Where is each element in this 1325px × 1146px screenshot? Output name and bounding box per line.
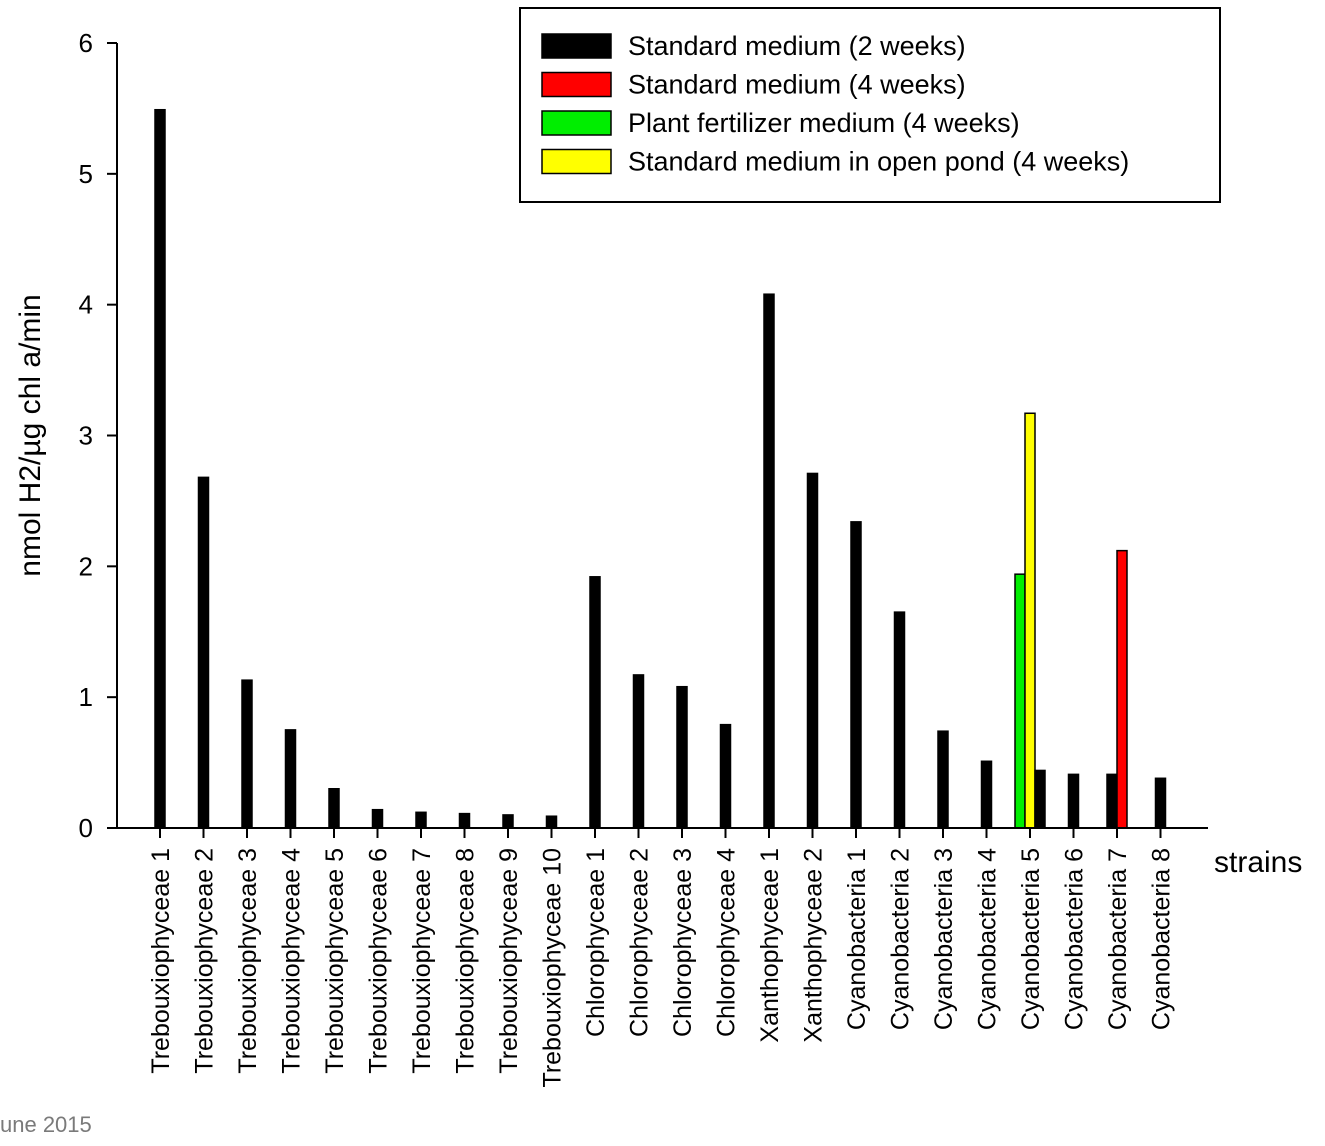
bar xyxy=(371,808,384,829)
y-tick-label: 6 xyxy=(79,28,93,58)
y-tick-label: 1 xyxy=(79,682,93,712)
bar xyxy=(1014,573,1026,829)
bar xyxy=(937,730,949,829)
legend: Standard medium (2 weeks) Standard medium… xyxy=(519,7,1221,203)
x-category-label: Trebouxiophyceae 2 xyxy=(191,848,219,1074)
bar xyxy=(719,723,732,829)
bar xyxy=(806,472,819,829)
x-category-label: Chlorophyceae 1 xyxy=(582,848,610,1037)
x-category-label: Xanthophyceae 2 xyxy=(800,848,828,1043)
y-tick-label: 4 xyxy=(79,290,93,320)
x-category-label: Trebouxiophyceae 9 xyxy=(495,848,523,1074)
bar xyxy=(1154,777,1167,829)
x-category-label: Xanthophyceae 1 xyxy=(756,848,784,1043)
x-category-label: Trebouxiophyceae 8 xyxy=(452,848,480,1074)
x-category-label: Cyanobacteria 4 xyxy=(974,848,1002,1030)
x-category-label: Chlorophyceae 2 xyxy=(626,848,654,1037)
bar xyxy=(545,815,558,829)
bar xyxy=(632,674,645,829)
bar xyxy=(458,812,471,829)
x-category-label: Trebouxiophyceae 1 xyxy=(147,848,175,1074)
bar xyxy=(241,679,253,829)
y-tick-label: 3 xyxy=(79,421,93,451)
bar xyxy=(589,576,601,829)
legend-label: Standard medium (4 weeks) xyxy=(628,70,966,100)
x-category-label: Cyanobacteria 7 xyxy=(1104,848,1132,1030)
legend-label: Standard medium in open pond (4 weeks) xyxy=(628,147,1129,177)
x-category-label: Trebouxiophyceae 4 xyxy=(278,848,306,1074)
x-category-label: Cyanobacteria 8 xyxy=(1148,848,1176,1030)
bar xyxy=(763,293,775,829)
bar xyxy=(415,811,427,829)
legend-frame xyxy=(519,7,1221,203)
legend-swatch xyxy=(541,33,612,59)
bar xyxy=(850,521,862,829)
x-category-label: Cyanobacteria 6 xyxy=(1061,848,1089,1030)
bar xyxy=(1116,549,1128,829)
x-axis-ticks: Trebouxiophyceae 1 Trebouxiophyceae 2 Treb… xyxy=(147,828,1176,1088)
x-category-label: Cyanobacteria 5 xyxy=(1017,848,1045,1030)
bar xyxy=(197,476,210,829)
bar xyxy=(502,814,514,829)
x-category-label: Chlorophyceae 4 xyxy=(713,848,741,1037)
y-tick-label: 0 xyxy=(79,813,93,843)
bar xyxy=(1024,412,1036,829)
bar xyxy=(1106,773,1118,829)
x-category-label: Chlorophyceae 3 xyxy=(669,848,697,1037)
legend-swatch xyxy=(541,110,612,136)
bar xyxy=(154,108,166,829)
bar xyxy=(284,729,297,829)
bar xyxy=(1067,773,1080,829)
legend-swatch xyxy=(541,71,612,98)
x-axis-label: strains xyxy=(1214,846,1302,879)
footer-date-text: une 2015 xyxy=(0,1112,92,1137)
bar xyxy=(893,611,906,829)
y-axis-label: nmol H2/µg chl a/min xyxy=(14,294,47,576)
bars-layer xyxy=(154,108,1167,829)
bar xyxy=(1034,769,1046,829)
legend-swatch xyxy=(541,148,612,175)
x-category-label: Cyanobacteria 1 xyxy=(843,848,871,1030)
y-axis-ticks: 0 1 2 3 4 5 6 xyxy=(79,28,117,843)
legend-label: Standard medium (2 weeks) xyxy=(628,31,966,61)
y-tick-label: 5 xyxy=(79,159,93,189)
bar xyxy=(676,685,688,829)
x-category-label: Trebouxiophyceae 5 xyxy=(321,848,349,1074)
x-category-label: Trebouxiophyceae 7 xyxy=(408,848,436,1074)
x-category-label: Trebouxiophyceae 10 xyxy=(539,848,567,1088)
x-category-label: Trebouxiophyceae 3 xyxy=(234,848,262,1074)
x-category-label: Cyanobacteria 3 xyxy=(930,848,958,1030)
legend-label: Plant fertilizer medium (4 weeks) xyxy=(628,108,1020,138)
x-category-label: Trebouxiophyceae 6 xyxy=(365,848,393,1074)
y-tick-label: 2 xyxy=(79,551,93,581)
bar xyxy=(328,788,340,829)
bar xyxy=(980,760,993,829)
x-category-label: Cyanobacteria 2 xyxy=(887,848,915,1030)
